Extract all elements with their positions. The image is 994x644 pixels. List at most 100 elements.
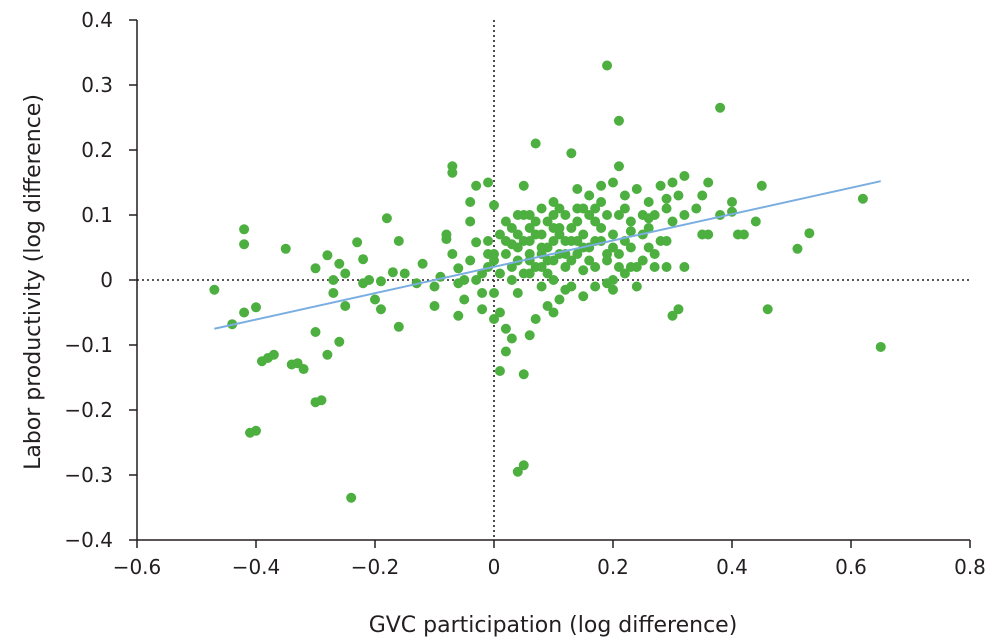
scatter-point	[560, 236, 571, 246]
scatter-point	[417, 258, 428, 269]
scatter-point	[631, 281, 642, 292]
scatter-point	[530, 138, 541, 149]
scatter-point	[619, 203, 630, 214]
scatter-point	[489, 314, 499, 324]
scatter-point	[596, 197, 607, 207]
y-tick-label: 0.4	[81, 8, 113, 32]
scatter-point	[500, 346, 511, 357]
scatter-point	[643, 223, 654, 233]
scatter-point	[613, 115, 624, 126]
scatter-point	[875, 341, 886, 352]
scatter-point	[548, 236, 559, 246]
scatter-point	[512, 288, 523, 298]
y-tick-label: −0.3	[64, 463, 113, 487]
scatter-point	[506, 333, 517, 344]
scatter-point	[857, 193, 868, 204]
scatter-point	[489, 288, 499, 298]
y-axis-title: Labor productivity (log difference)	[21, 94, 46, 470]
scatter-point	[524, 210, 535, 220]
scatter-point	[602, 278, 613, 289]
scatter-point	[703, 229, 714, 240]
scatter-point	[613, 249, 624, 259]
scatter-point	[584, 255, 595, 266]
scatter-point	[804, 228, 815, 239]
scatter-point	[465, 216, 476, 227]
scatter-point	[500, 216, 511, 227]
scatter-point	[453, 310, 464, 321]
scatter-point	[554, 294, 565, 305]
scatter-point	[298, 364, 309, 375]
scatter-point	[518, 268, 529, 279]
scatter-point	[489, 200, 499, 211]
scatter-point	[691, 203, 702, 214]
scatter-point	[655, 180, 666, 191]
scatter-point	[393, 236, 404, 246]
x-tick-label: 0.2	[597, 555, 629, 579]
scatter-point	[251, 425, 261, 436]
scatter-point	[375, 276, 386, 287]
x-tick-label: 0.8	[954, 555, 986, 579]
scatter-point	[566, 148, 577, 159]
scatter-point	[441, 229, 452, 240]
scatter-point	[578, 229, 589, 240]
scatter-point	[637, 255, 648, 266]
scatter-point	[310, 263, 321, 274]
scatter-point	[679, 171, 690, 181]
scatter-point	[316, 395, 327, 406]
scatter-point	[631, 262, 642, 272]
scatter-point	[542, 268, 553, 279]
scatter-point	[673, 304, 684, 315]
scatter-point	[251, 302, 261, 313]
scatter-point	[584, 190, 595, 201]
scatter-point	[697, 190, 708, 201]
scatter-point	[679, 262, 690, 272]
scatter-point	[602, 210, 613, 220]
scatter-point	[750, 216, 761, 227]
scatter-point	[459, 294, 470, 305]
scatter-point	[268, 349, 279, 360]
scatter-point	[506, 262, 517, 272]
scatter-point	[667, 216, 678, 227]
scatter-point	[715, 102, 726, 113]
scatter-point	[590, 262, 601, 272]
scatter-point	[667, 310, 678, 321]
scatter-point	[494, 268, 505, 279]
scatter-point	[649, 249, 660, 259]
scatter-point	[370, 294, 380, 305]
scatter-point	[649, 262, 660, 272]
fit-line	[214, 180, 881, 330]
data-points	[209, 60, 886, 503]
x-tick-label: −0.2	[351, 555, 400, 579]
scatter-point	[346, 492, 357, 503]
scatter-point	[554, 203, 565, 214]
x-tick-label: 0.4	[716, 555, 748, 579]
scatter-point	[625, 216, 636, 227]
scatter-point	[500, 249, 511, 259]
x-axis-title: GVC participation (log difference)	[369, 613, 738, 638]
scatter-point	[429, 301, 440, 311]
scatter-point	[619, 268, 630, 279]
scatter-point	[584, 210, 595, 220]
scatter-point	[631, 184, 642, 194]
scatter-point	[679, 210, 690, 220]
scatter-point	[334, 336, 345, 347]
scatter-point	[590, 281, 601, 292]
scatter-point	[661, 193, 672, 204]
scatter-point	[500, 236, 511, 246]
scatter-point	[596, 180, 607, 191]
scatter-point	[465, 255, 476, 266]
scatter-point	[524, 223, 535, 233]
scatter-point	[429, 281, 440, 292]
scatter-point	[613, 210, 624, 220]
scatter-point	[566, 223, 577, 233]
y-tick-label: −0.1	[64, 333, 113, 357]
scatter-point	[524, 330, 535, 341]
scatter-point	[578, 291, 589, 302]
x-tick-label: 0.6	[835, 555, 867, 579]
scatter-point	[536, 229, 547, 240]
scatter-point	[530, 262, 541, 272]
scatter-point	[661, 262, 672, 272]
scatter-point	[554, 229, 565, 240]
scatter-point	[703, 177, 714, 188]
